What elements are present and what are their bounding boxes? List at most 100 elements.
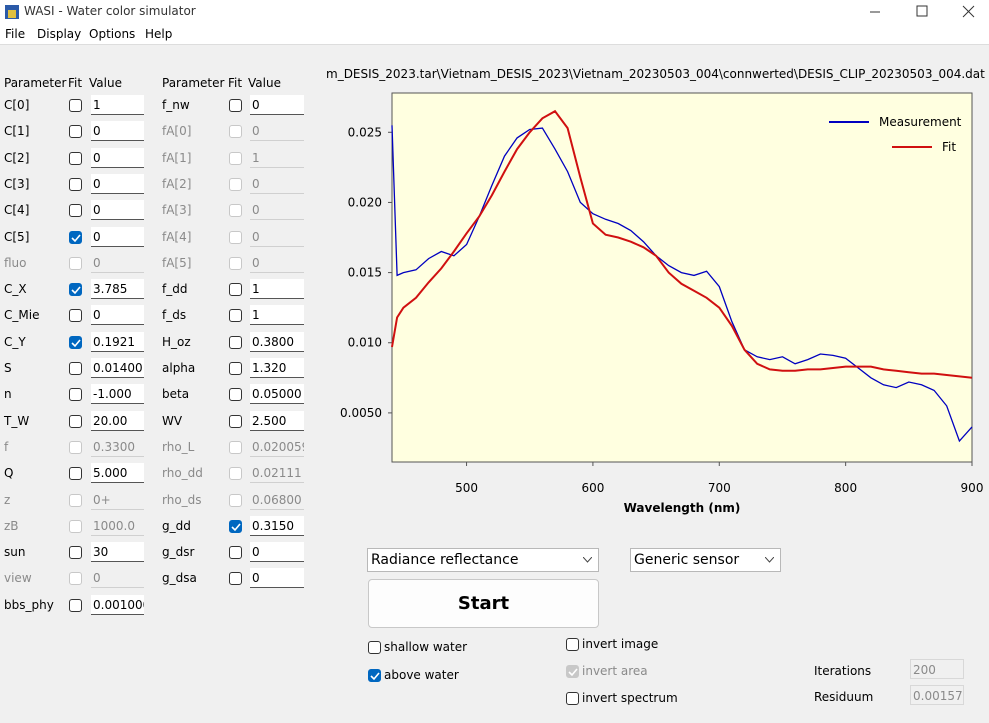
checkbox[interactable] xyxy=(69,177,82,191)
checkbox[interactable] xyxy=(229,99,242,112)
checkbox[interactable] xyxy=(69,598,82,612)
start-button[interactable]: Start xyxy=(368,579,599,628)
checkbox[interactable] xyxy=(229,388,242,402)
checkbox xyxy=(566,665,579,678)
parameter-value[interactable]: 30 xyxy=(91,542,144,563)
parameter-name: C_Mie xyxy=(4,308,40,323)
checkbox[interactable] xyxy=(229,335,242,349)
parameter-name: n xyxy=(4,387,12,402)
checkbox xyxy=(69,440,82,454)
parameter-value[interactable]: 5.000 xyxy=(91,463,144,484)
option-label[interactable]: shallow water xyxy=(384,640,468,654)
parameter-value[interactable]: 1.320 xyxy=(250,358,304,378)
parameter-name: fA[3] xyxy=(162,203,192,218)
parameter-name: fA[4] xyxy=(162,229,192,244)
checkbox[interactable] xyxy=(69,99,82,112)
checkbox[interactable] xyxy=(69,362,82,375)
checkbox[interactable] xyxy=(69,151,82,165)
parameter-value[interactable]: 0 xyxy=(91,226,144,247)
checkbox xyxy=(229,230,242,244)
parameter-value[interactable]: 0 xyxy=(91,147,144,168)
parameter-value[interactable]: 0.1921 xyxy=(91,331,144,352)
checkbox[interactable] xyxy=(566,692,579,705)
parameter-value: 0 xyxy=(91,568,144,589)
parameter-name: C[4] xyxy=(4,203,30,218)
parameter-value[interactable]: 3.785 xyxy=(91,279,144,300)
checkbox[interactable] xyxy=(229,546,242,560)
checkbox[interactable] xyxy=(69,388,82,402)
parameter-value[interactable]: 1 xyxy=(91,95,144,115)
parameter-value[interactable]: -1.000 xyxy=(91,384,144,405)
checkbox xyxy=(69,572,82,586)
parameter-name: C[2] xyxy=(4,150,30,165)
dropdown-arrow xyxy=(765,557,774,563)
menu-item[interactable]: File xyxy=(5,27,26,41)
x-axis-label: Wavelength (nm) xyxy=(624,501,741,515)
checkbox[interactable] xyxy=(69,230,82,244)
window-title: WASI - Water color simulator xyxy=(24,4,196,18)
checkbox[interactable] xyxy=(368,641,381,654)
menu-item[interactable]: Display xyxy=(37,27,82,41)
checkbox[interactable] xyxy=(368,669,381,682)
option-label[interactable]: invert spectrum xyxy=(582,691,678,705)
menu-item[interactable]: Options xyxy=(89,27,136,41)
option-label[interactable]: above water xyxy=(384,668,459,682)
checkbox[interactable] xyxy=(69,467,82,481)
dropdown[interactable]: Generic sensor xyxy=(630,548,781,572)
y-tick-label: 0.0050 xyxy=(340,406,382,420)
parameter-value[interactable]: 0 xyxy=(91,121,144,142)
status-value: 0.00157 xyxy=(910,685,964,705)
parameter-name: f xyxy=(4,439,9,454)
option-label[interactable]: invert image xyxy=(582,637,659,651)
parameter-name: fA[1] xyxy=(162,150,192,165)
dropdown[interactable]: Radiance reflectance xyxy=(367,548,599,572)
window-controls[interactable] xyxy=(860,0,989,24)
x-tick-label: 600 xyxy=(581,481,604,495)
parameter-value: 0 xyxy=(250,252,304,273)
checkbox[interactable] xyxy=(229,519,242,533)
parameter-value[interactable]: 1 xyxy=(250,279,304,300)
dropdown-text: Radiance reflectance xyxy=(371,552,519,568)
parameter-value: 0.02111 xyxy=(250,463,304,484)
checkbox[interactable] xyxy=(229,309,242,323)
parameter-value[interactable]: 0 xyxy=(250,542,304,563)
parameter-value[interactable]: 0 xyxy=(91,200,144,221)
parameter-value: 0+ xyxy=(91,489,144,510)
parameter-value[interactable]: 0 xyxy=(250,95,304,115)
checkbox[interactable] xyxy=(229,362,242,375)
menu-item[interactable]: Help xyxy=(145,27,173,41)
checkbox[interactable] xyxy=(69,414,82,428)
checkbox[interactable] xyxy=(229,414,242,428)
checkbox[interactable] xyxy=(69,546,82,560)
checkbox[interactable] xyxy=(566,638,579,651)
checkbox[interactable] xyxy=(229,572,242,586)
parameter-value[interactable]: 0 xyxy=(91,173,144,194)
parameter-value[interactable]: 0 xyxy=(250,568,304,589)
parameter-value[interactable]: 0.05000 xyxy=(250,384,304,405)
parameter-value[interactable]: 1 xyxy=(250,305,304,326)
checkbox[interactable] xyxy=(229,283,242,297)
column-header: Parameter xyxy=(162,76,225,90)
parameter-value[interactable]: 0.01400 xyxy=(91,358,144,378)
parameter-value[interactable]: 2.500 xyxy=(250,410,304,431)
parameter-value[interactable]: 0 xyxy=(91,305,144,326)
checkbox xyxy=(69,493,82,507)
parameter-value[interactable]: 20.00 xyxy=(91,410,144,431)
parameter-name: bbs_phy xyxy=(4,597,54,612)
parameter-value[interactable]: 0.001000 xyxy=(91,594,144,615)
checkbox[interactable] xyxy=(69,309,82,323)
parameter-value[interactable]: 0.3800 xyxy=(250,331,304,352)
checkbox[interactable] xyxy=(69,125,82,139)
parameter-name: g_dd xyxy=(162,518,191,533)
checkbox xyxy=(229,177,242,191)
parameter-name: f_ds xyxy=(162,308,187,323)
checkbox[interactable] xyxy=(69,283,82,297)
parameter-name: H_oz xyxy=(162,334,191,349)
checkbox[interactable] xyxy=(69,204,82,218)
checkbox xyxy=(69,519,82,533)
parameter-name: fluo xyxy=(4,255,27,270)
checkbox[interactable] xyxy=(69,335,82,349)
parameter-name: sun xyxy=(4,545,26,560)
parameter-value[interactable]: 0.3150 xyxy=(250,515,304,536)
